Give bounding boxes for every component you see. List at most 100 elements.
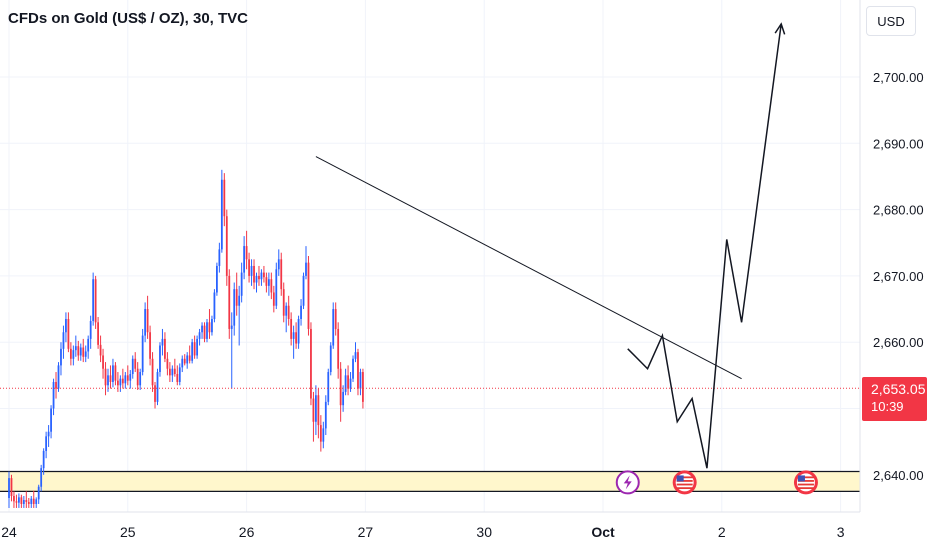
price-tick-label: 2,680.00 (873, 203, 924, 218)
candle (87, 335, 90, 359)
candle (216, 262, 218, 296)
candle (290, 312, 293, 346)
candle (92, 272, 95, 326)
candle (139, 368, 142, 390)
candle (272, 285, 275, 313)
bar-countdown: 10:39 (871, 399, 904, 414)
candle (260, 269, 263, 286)
candle (121, 368, 124, 389)
candle (339, 362, 342, 422)
price-tick-label: 2,640.00 (873, 468, 924, 483)
candle (20, 494, 23, 508)
candle (141, 328, 144, 376)
time-tick-label: 26 (239, 524, 255, 540)
event-icons (615, 470, 818, 495)
candle (27, 498, 30, 508)
candle (270, 272, 273, 300)
candle (176, 365, 179, 386)
candle (208, 309, 211, 339)
candles (8, 169, 364, 508)
candle (32, 490, 35, 508)
candle (60, 342, 62, 376)
candle (280, 252, 283, 296)
candle (322, 421, 325, 449)
candle (253, 259, 255, 290)
chart-grid (0, 0, 860, 512)
candle (30, 496, 33, 508)
candle (228, 269, 231, 339)
candle (159, 342, 161, 377)
candle (126, 365, 129, 386)
last-price-value: 2,653.05 (871, 381, 926, 397)
candle (35, 497, 38, 508)
time-axis: 24 25 26 27 30 Oct 2 3 (0, 511, 860, 540)
us-flag-event-icon[interactable] (672, 470, 697, 495)
candle (8, 471, 10, 508)
price-tick-label: 2,690.00 (873, 136, 924, 151)
candle (156, 368, 159, 406)
candle (69, 342, 72, 366)
candle (243, 236, 246, 280)
candle (359, 368, 362, 396)
candle (188, 345, 191, 364)
candle (94, 275, 97, 329)
candle (213, 289, 216, 323)
candle (104, 362, 107, 396)
price-axis: 2,700.00 2,690.00 2,680.00 2,670.00 2,660.00… (873, 70, 924, 483)
candle (47, 425, 50, 447)
candle (307, 256, 310, 336)
candle (161, 328, 164, 356)
candle (240, 262, 243, 303)
price-tick-label: 2,660.00 (873, 335, 924, 350)
candle (136, 362, 139, 390)
candle (362, 368, 364, 409)
candle (171, 365, 174, 382)
candle (258, 265, 260, 286)
candle (124, 372, 127, 389)
candle (302, 272, 305, 310)
candle (10, 474, 13, 502)
candle (230, 312, 233, 389)
candle (55, 372, 57, 399)
candle (211, 315, 213, 336)
currency-button[interactable]: USD (866, 6, 916, 36)
candle (342, 385, 345, 412)
projection-path[interactable] (627, 23, 782, 469)
candle (193, 335, 196, 359)
candle (183, 354, 186, 366)
candle (206, 318, 208, 343)
candle (114, 362, 117, 386)
candle (50, 405, 52, 439)
candle (354, 342, 357, 363)
trendline[interactable] (315, 156, 742, 380)
candle (305, 246, 307, 280)
candle (40, 464, 43, 492)
candle (250, 259, 253, 286)
price-tick-label: 2,700.00 (873, 70, 924, 85)
candle (178, 363, 181, 386)
candle (334, 302, 337, 336)
candle (13, 491, 15, 508)
flash-event-icon[interactable] (615, 470, 640, 495)
candle (196, 335, 198, 359)
candle (352, 355, 354, 382)
candle (25, 491, 28, 508)
candle (319, 415, 322, 452)
us-flag-event-icon[interactable] (793, 470, 818, 495)
candle (154, 381, 156, 409)
candle (287, 295, 290, 326)
candle (62, 325, 65, 359)
candle (67, 312, 70, 353)
candle (337, 322, 340, 379)
candle (233, 282, 236, 336)
candle (238, 285, 241, 346)
candle (74, 335, 77, 357)
candle (97, 317, 99, 349)
candle (89, 315, 92, 349)
candle (349, 372, 352, 392)
candle (181, 355, 184, 373)
candle (295, 322, 297, 349)
candle (84, 345, 87, 363)
candle (235, 272, 238, 316)
